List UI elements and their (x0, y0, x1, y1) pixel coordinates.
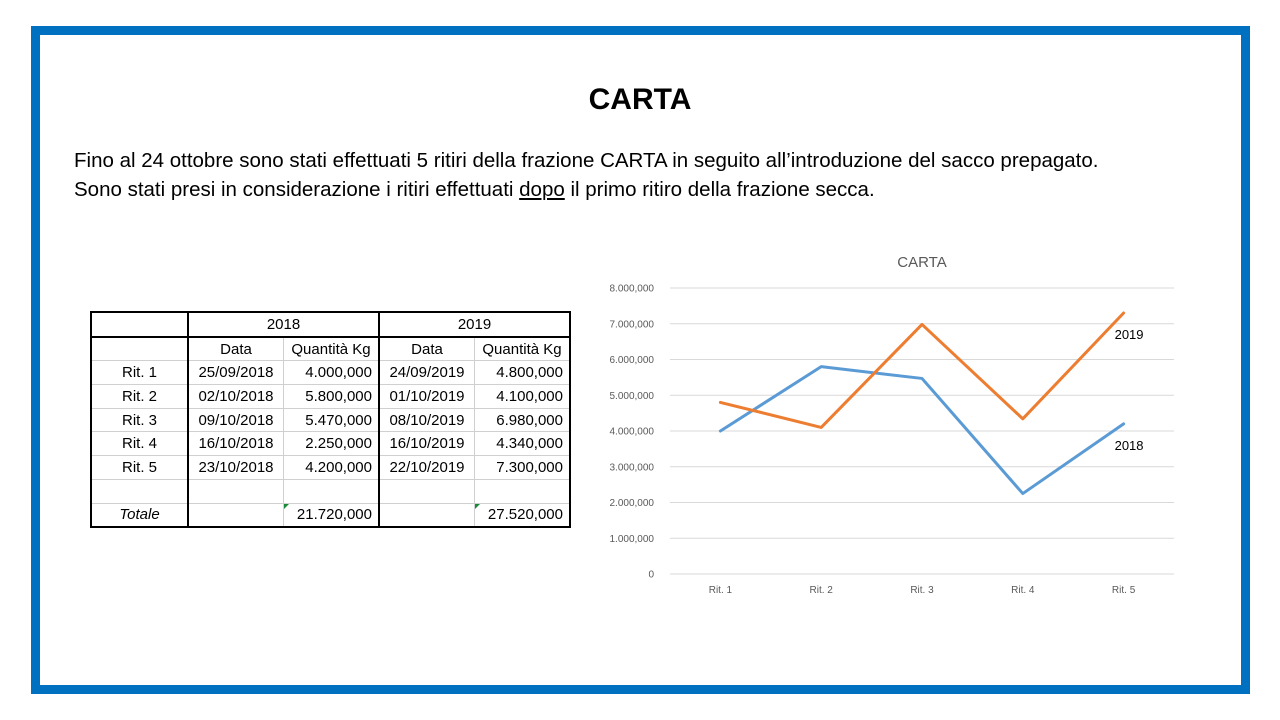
table-header-empty (90, 336, 189, 362)
x-tick-label: Rit. 1 (709, 585, 733, 596)
intro-line-2-start: Sono stati presi in considerazione i rit… (74, 178, 520, 201)
qty-2018: 4.200,000 (283, 455, 380, 480)
col-date-2019: Data (379, 336, 475, 362)
date-2019: 08/10/2019 (379, 408, 475, 433)
date-2019: 16/10/2019 (379, 431, 475, 457)
y-tick-label: 1.000,000 (610, 534, 655, 545)
qty-2018: 5.800,000 (283, 384, 380, 409)
date-2019: 22/10/2019 (379, 455, 475, 480)
qty-2018: 5.470,000 (283, 408, 380, 433)
y-tick-label: 0 (648, 570, 654, 581)
row-label: Rit. 3 (90, 408, 189, 433)
x-tick-label: Rit. 4 (1011, 585, 1035, 596)
table-corner-cell (90, 311, 189, 338)
y-tick-label: 7.000,000 (610, 319, 655, 330)
chart-title: CARTA (897, 254, 946, 271)
y-tick-label: 4.000,000 (610, 427, 655, 438)
total-2018: 21.720,000 (283, 503, 380, 529)
y-tick-label: 8.000,000 (610, 284, 655, 295)
row-label: Rit. 1 (90, 360, 189, 386)
col-date-2018: Data (188, 336, 284, 362)
ritiri-table: 2018 2019 Data Quantità Kg Data Quantità… (90, 311, 571, 529)
total-empty-2018 (188, 503, 284, 529)
col-qty-2018: Quantità Kg (283, 336, 380, 362)
series-label-2019: 2019 (1115, 327, 1144, 342)
table-row: Rit. 3 09/10/2018 5.470,000 08/10/2019 6… (90, 408, 571, 433)
spacer-cell (188, 479, 284, 504)
table-column-header-row: Data Quantità Kg Data Quantità Kg (90, 336, 571, 362)
row-label: Rit. 2 (90, 384, 189, 409)
total-label: Totale (90, 503, 189, 529)
spacer-cell (283, 479, 380, 504)
total-2019: 27.520,000 (474, 503, 571, 529)
table-row: Rit. 1 25/09/2018 4.000,000 24/09/2019 4… (90, 360, 571, 386)
table-year-row: 2018 2019 (90, 311, 571, 338)
spacer-cell (379, 479, 475, 504)
x-tick-label: Rit. 5 (1112, 585, 1136, 596)
carta-line-chart: CARTA 0 1.000,000 2.000,000 3.000,000 4.000,0… (610, 254, 1174, 596)
table-row: Rit. 5 23/10/2018 4.200,000 22/10/2019 7… (90, 455, 571, 480)
date-2018: 02/10/2018 (188, 384, 284, 409)
x-tick-label: Rit. 3 (910, 585, 934, 596)
date-2019: 01/10/2019 (379, 384, 475, 409)
date-2018: 23/10/2018 (188, 455, 284, 480)
table-spacer-row (90, 479, 571, 504)
date-2018: 16/10/2018 (188, 431, 284, 457)
qty-2019: 4.800,000 (474, 360, 571, 386)
qty-2018: 4.000,000 (283, 360, 380, 386)
spacer-cell (474, 479, 571, 504)
series-label-2018: 2018 (1115, 438, 1144, 453)
spacer-cell (90, 479, 189, 504)
row-label: Rit. 4 (90, 431, 189, 457)
intro-line-1: Fino al 24 ottobre sono stati effettuati… (74, 149, 1099, 172)
date-2019: 24/09/2019 (379, 360, 475, 386)
y-tick-label: 6.000,000 (610, 355, 655, 366)
table-row: Rit. 4 16/10/2018 2.250,000 16/10/2019 4… (90, 431, 571, 457)
intro-text: Fino al 24 ottobre sono stati effettuati… (74, 146, 1224, 204)
y-tick-label: 5.000,000 (610, 391, 655, 402)
year-2019-header: 2019 (379, 311, 571, 338)
x-tick-label: Rit. 2 (810, 585, 834, 596)
table-row: Rit. 2 02/10/2018 5.800,000 01/10/2019 4… (90, 384, 571, 409)
date-2018: 25/09/2018 (188, 360, 284, 386)
row-label: Rit. 5 (90, 455, 189, 480)
qty-2019: 7.300,000 (474, 455, 571, 480)
series-line-2019 (718, 311, 1126, 429)
qty-2019: 4.100,000 (474, 384, 571, 409)
qty-2019: 6.980,000 (474, 408, 571, 433)
intro-line-2-end: il primo ritiro della frazione secca. (564, 178, 875, 201)
year-2018-header: 2018 (188, 311, 380, 338)
y-tick-label: 2.000,000 (610, 498, 655, 509)
qty-2019: 4.340,000 (474, 431, 571, 457)
date-2018: 09/10/2018 (188, 408, 284, 433)
col-qty-2019: Quantità Kg (474, 336, 571, 362)
intro-line-2-underlined: dopo (519, 178, 565, 201)
qty-2018: 2.250,000 (283, 431, 380, 457)
y-tick-label: 3.000,000 (610, 462, 655, 473)
series-line-2018 (718, 365, 1126, 496)
table-total-row: Totale 21.720,000 27.520,000 (90, 503, 571, 529)
total-empty-2019 (379, 503, 475, 529)
slide-title: CARTA (588, 83, 692, 116)
